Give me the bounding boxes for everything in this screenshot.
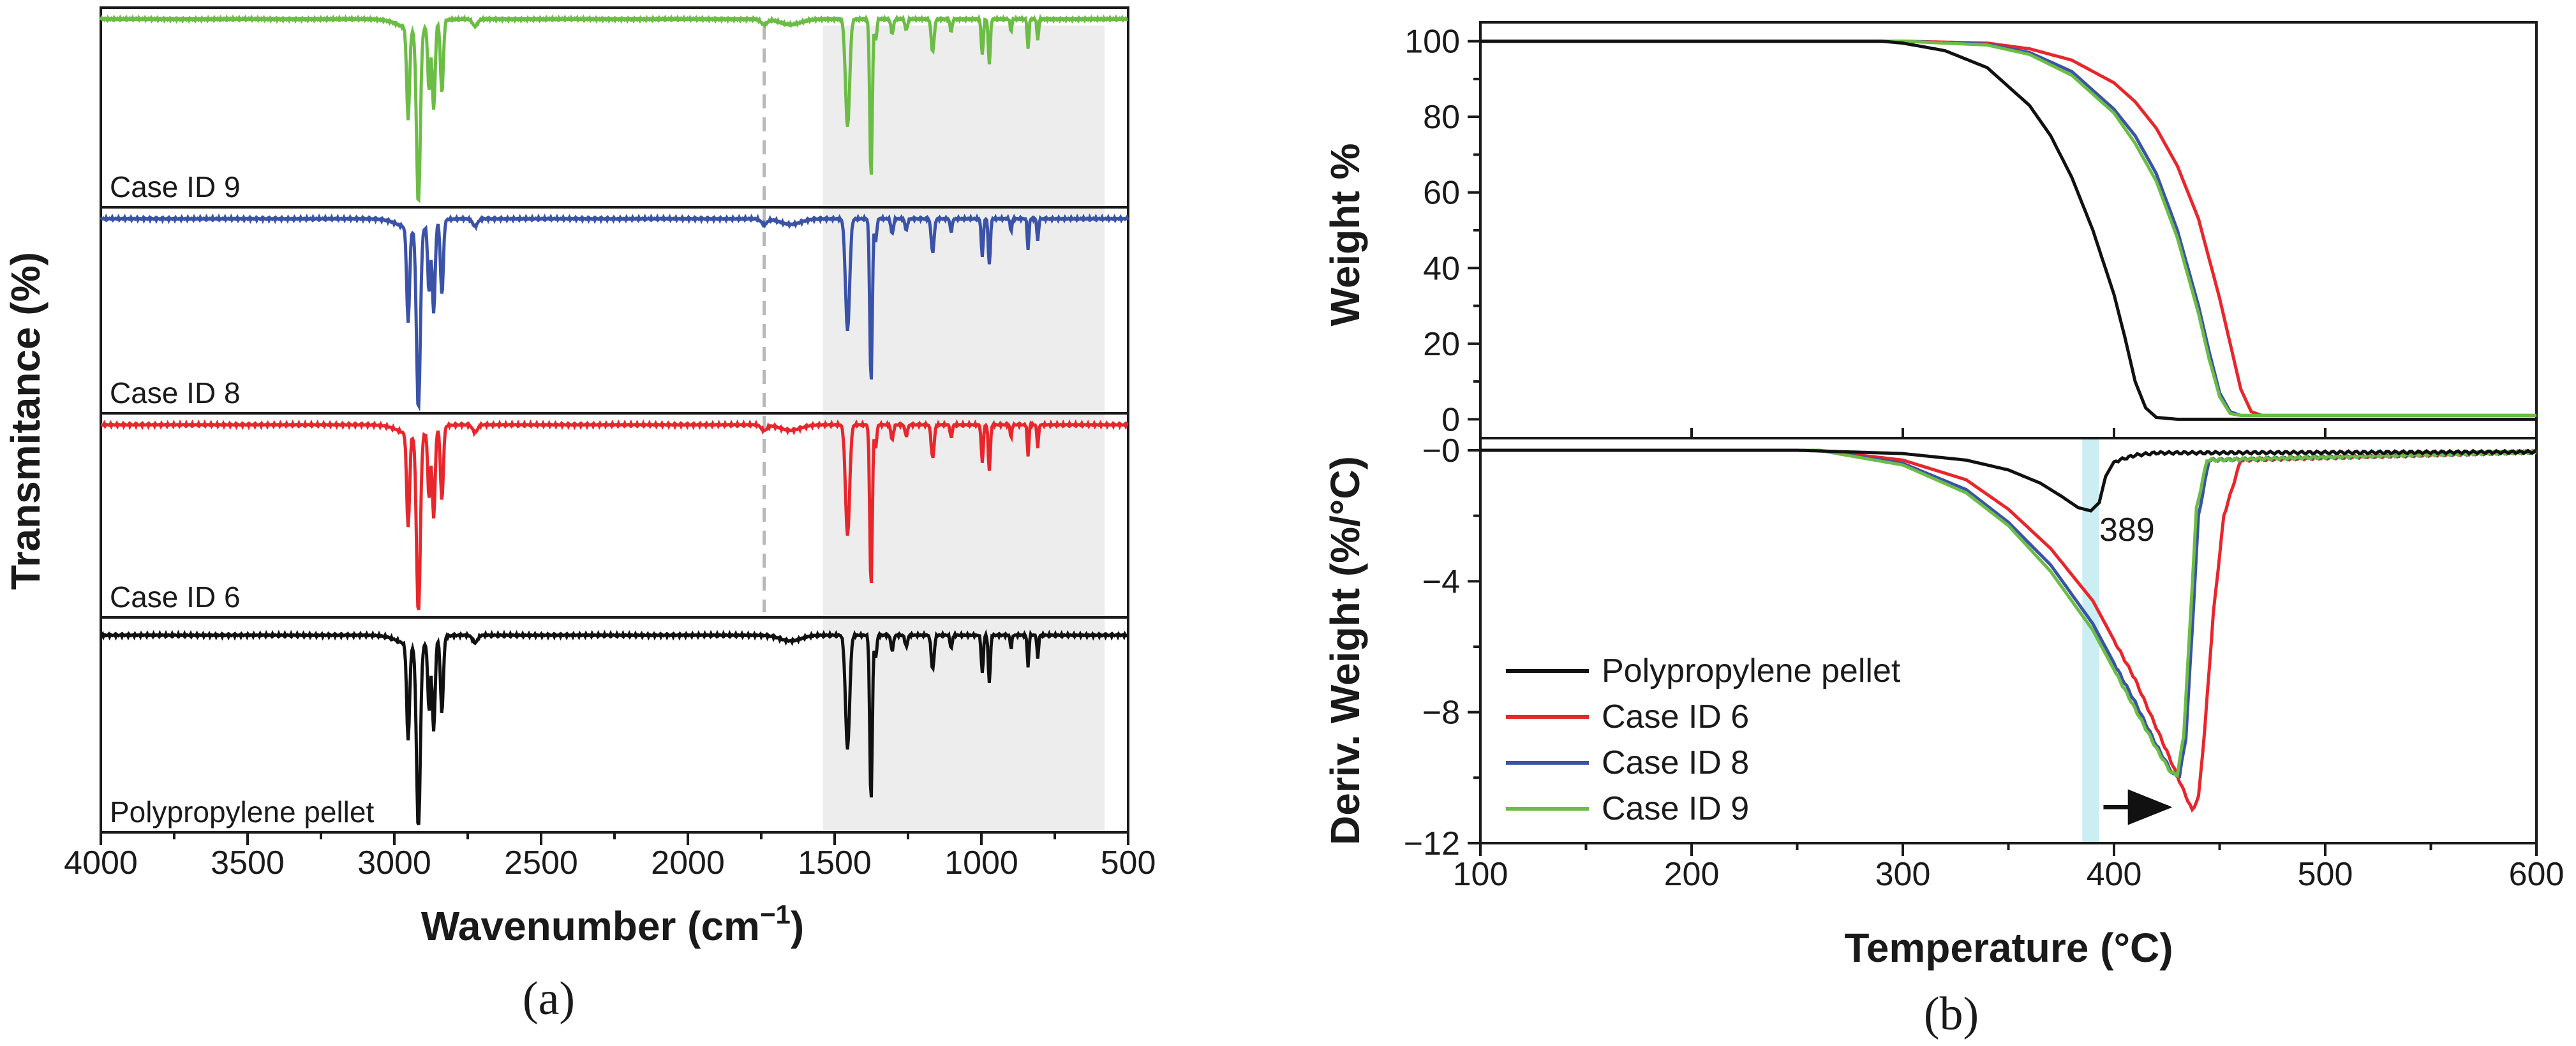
ftir-x-tick-label: 2000 [651,844,725,881]
caption-a: (a) [523,973,575,1025]
ftir-x-tick-label: 2500 [504,844,578,881]
ftir-trace [100,629,1129,826]
ftir-trace [100,419,1129,610]
dtg-y-tick-label: −4 [1422,563,1460,600]
dtg-legend-label: Polypropylene pellet [1602,652,1901,689]
tga-weight-curve [1480,40,2536,417]
caption-b: (b) [1924,988,1979,1040]
ftir-series-label: Case ID 6 [110,580,241,614]
tga-x-tick-label: 400 [2087,856,2142,893]
tga-y-tick-label: 0 [1441,401,1460,438]
tga-y-tick-label: 60 [1423,175,1460,212]
dtg-y-tick-label: −0 [1422,432,1460,469]
tga-weight-curve [1480,40,2536,417]
tga-panel: 0 20 40 60 80 100 −0 −4 −8 −12 100 200 300 400 500 60… [1322,21,2565,1040]
tga-x-tick-label: 100 [1453,856,1508,893]
ftir-series-label: Polypropylene pellet [110,795,374,829]
ftir-trace [99,13,1128,203]
ftir-x-tick-label: 3500 [211,844,285,881]
ftir-series-label: Case ID 8 [110,376,241,409]
ftir-x-tick-label: 3000 [357,844,431,881]
dtg-y-tick-label: −8 [1422,695,1460,732]
ftir-shaded-region [823,26,1105,832]
tga-y-tick-label: 40 [1423,250,1460,287]
dtg-curve [1480,448,2537,513]
ftir-x-tick-label: 4000 [64,844,138,881]
ftir-y-axis-title: Transmitance (%) [3,252,48,590]
tga-y-tick-label: 80 [1423,99,1460,136]
tga-y-tick-label: 100 [1404,24,1460,61]
ftir-x-tick-label: 1000 [944,844,1018,881]
dtg-legend-label: Case ID 6 [1602,698,1749,735]
dtg-legend-label: Case ID 9 [1602,790,1749,827]
dtg-legend-label: Case ID 8 [1602,744,1749,781]
tga-x-axis-title: Temperature (°C) [1844,925,2173,971]
dtg-peak-annotation: 389 [2099,512,2155,549]
dtg-legend: Polypropylene pellet Case ID 6 Case ID 8 Ca… [1506,652,1901,827]
ftir-trace [100,213,1129,412]
tga-x-tick-label: 300 [1875,856,1931,893]
ftir-x-tick-label: 1500 [798,844,872,881]
tga-x-tick-label: 500 [2298,856,2353,893]
tga-x-tick-label: 600 [2509,856,2565,893]
tga-y-tick-label: 20 [1423,326,1460,363]
ftir-series-label: Case ID 9 [110,170,241,203]
ftir-x-tick-label: 500 [1101,844,1156,881]
ftir-panel: Case ID 9 Case ID 8 Case ID 6 Polypropylene… [3,6,1156,1025]
tga-weight-curve [1480,40,2536,417]
dtg-y-axis-title: Deriv. Weight (%/°C) [1322,456,1368,845]
dtg-y-tick-label: −12 [1404,825,1460,862]
tga-weight-curve [1480,40,2536,421]
ftir-x-axis-title: Wavenumber (cm−1) [421,899,804,949]
tga-x-tick-label: 200 [1664,856,1720,893]
dtg-frame [1479,437,2538,844]
tga-y-axis-title: Weight % [1322,144,1368,327]
